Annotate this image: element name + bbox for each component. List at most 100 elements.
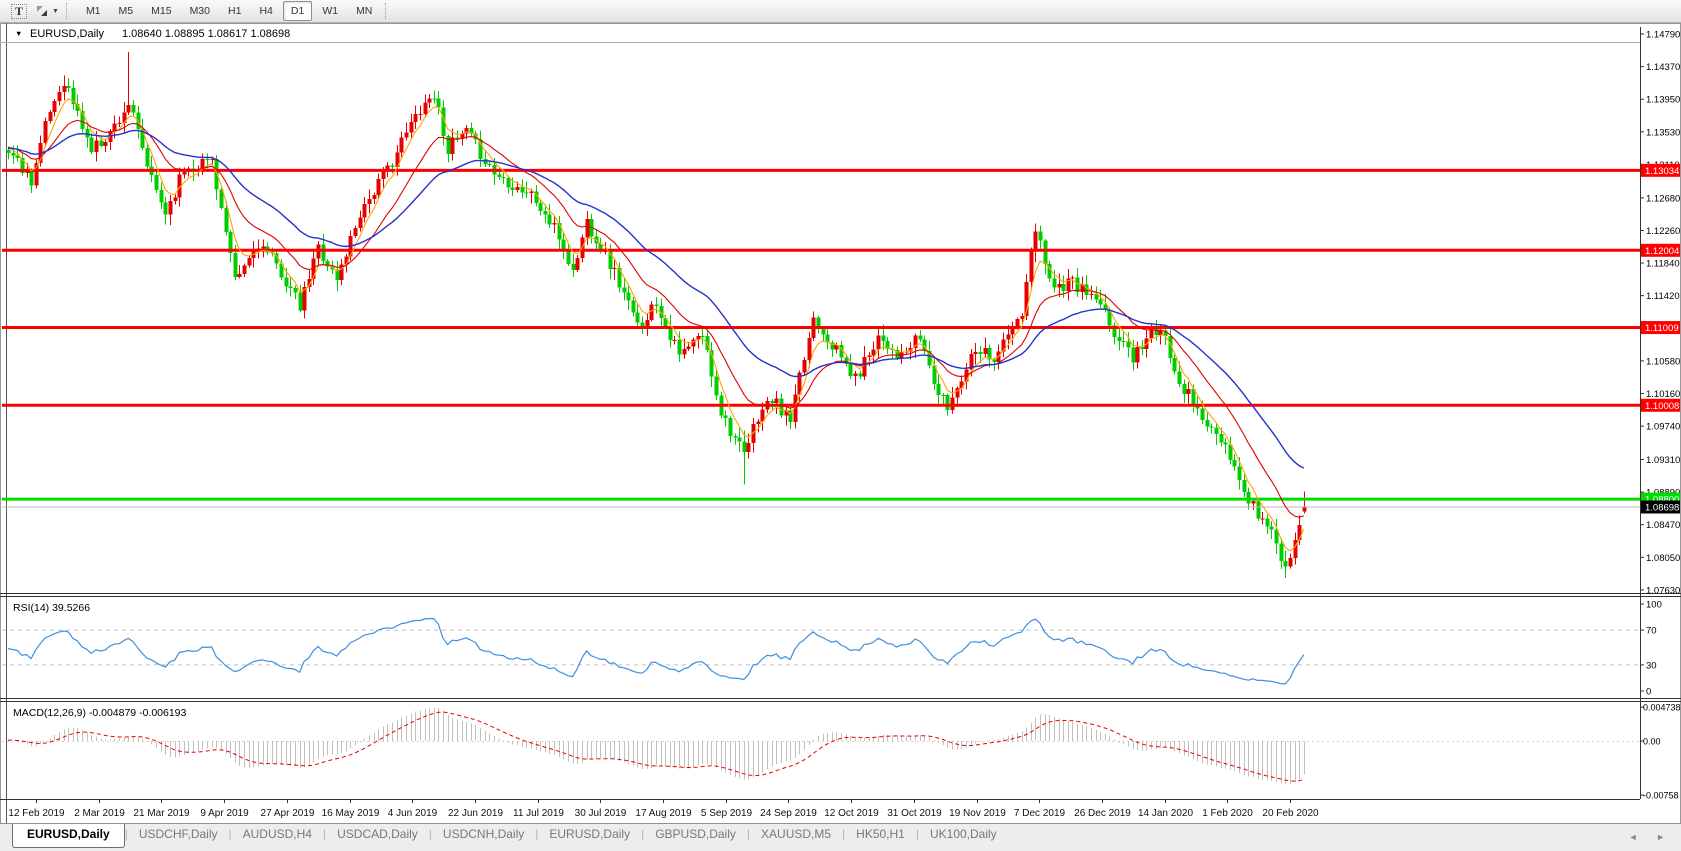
main-price-panel [2, 52, 1640, 579]
arrange-windows-button[interactable]: ▼ [34, 1, 60, 21]
toolbar-separator [65, 3, 71, 19]
tab-audusd-h4[interactable]: AUDUSD,H4 [242, 827, 312, 841]
x-axis-date-label: 22 Jun 2019 [448, 808, 503, 819]
tab-separator: | [535, 827, 539, 841]
tab-scroll-right-icon[interactable]: ► [1656, 832, 1665, 842]
timeframe-button-group: M1 M5 M15 M30 H1 H4 D1 W1 MN [77, 1, 381, 21]
timeframe-button-mn[interactable]: MN [356, 5, 373, 17]
tab-usdchf-daily[interactable]: USDCHF,Daily [138, 827, 218, 841]
rsi-axis-tick-label: 100 [1646, 600, 1662, 611]
price-level-label: 1.12004 [1645, 246, 1679, 257]
y-axis-tick-label: 1.08050 [1646, 553, 1680, 564]
rsi-axis-tick-label: 70 [1646, 626, 1657, 637]
y-axis-tick-label: 1.10160 [1646, 389, 1680, 400]
chart-tab-bar: EURUSD,Daily | USDCHF,Daily | AUDUSD,H4 | USDC… [0, 823, 1681, 851]
y-axis-tick-label: 1.10580 [1646, 356, 1680, 367]
timeframe-button-h1[interactable]: H1 [228, 5, 242, 17]
macd-axis-tick-label: 0.004738 [1643, 703, 1681, 713]
x-axis-date-label: 2 Mar 2019 [74, 808, 125, 819]
timeframe-button-m5[interactable]: M5 [118, 5, 134, 17]
x-axis-date-label: 21 Mar 2019 [133, 808, 190, 819]
timeframe-button-w1[interactable]: W1 [322, 5, 339, 17]
tab-separator: | [124, 827, 128, 841]
chart-window-frame [0, 23, 1681, 823]
toolbar-separator [385, 3, 390, 19]
price-level-label: 1.08800 [1645, 495, 1679, 506]
timeframe-button-m15[interactable]: M15 [151, 5, 172, 17]
tab-gbpusd-daily[interactable]: GBPUSD,Daily [655, 827, 736, 841]
price-level-label: 1.10008 [1645, 401, 1679, 412]
timeframe-button-d1[interactable]: D1 [282, 1, 313, 21]
rsi-axis-tick-label: 30 [1646, 660, 1657, 671]
x-axis-date-label: 27 Apr 2019 [261, 808, 315, 819]
ma-line-0 [7, 98, 1305, 552]
x-axis-date-label: 24 Sep 2019 [760, 808, 817, 819]
y-axis-tick-label: 1.14370 [1646, 62, 1680, 73]
macd-axis-tick-label: 0.00 [1643, 737, 1661, 747]
timeframe-button-m1[interactable]: M1 [85, 5, 101, 17]
tab-separator: | [428, 827, 432, 841]
axes: 1.147901.143701.139501.135301.131101.126… [8, 27, 1681, 819]
macd-axis-tick-label: -0.00758 [1643, 791, 1679, 801]
tab-separator: | [746, 827, 751, 841]
y-axis-tick-label: 1.08470 [1646, 520, 1680, 531]
y-axis-tick-label: 1.09740 [1646, 422, 1680, 433]
tab-hk50-h1[interactable]: HK50,H1 [856, 827, 905, 841]
x-axis-date-label: 12 Feb 2019 [8, 808, 65, 819]
text-label-tool-button[interactable]: T [8, 1, 30, 21]
ma-line-2 [7, 129, 1305, 469]
rsi-line [7, 617, 1305, 685]
y-axis-tick-label: 1.12680 [1646, 193, 1680, 204]
timeframe-button-m30[interactable]: M30 [189, 5, 210, 17]
candlestick-series [6, 52, 1307, 579]
x-axis-date-label: 16 May 2019 [322, 808, 380, 819]
chart-title-symbol: EURUSD,Daily [30, 28, 104, 40]
current-price-label-bg [1641, 500, 1680, 514]
price-level-label-bg [1641, 163, 1680, 177]
y-axis-tick-label: 1.07630 [1646, 585, 1680, 596]
price-level-label: 1.13034 [1645, 166, 1679, 177]
x-axis-date-label: 9 Apr 2019 [200, 808, 249, 819]
tab-separator: | [641, 827, 645, 841]
chevron-down-icon: ▼ [52, 7, 59, 15]
tab-separator: | [842, 827, 846, 841]
tab-eurusd-daily[interactable]: EURUSD,Daily [12, 824, 125, 848]
toolbar: T ▼ M1 M5 M15 M30 H1 H4 D1 W1 MN [0, 0, 1681, 23]
chart-background [0, 23, 1681, 823]
tab-eurusd-daily[interactable]: EURUSD,Daily [549, 827, 631, 841]
macd-indicator-label: MACD(12,26,9) -0.004879 -0.006193 [13, 707, 187, 719]
timeframe-button-h4[interactable]: H4 [259, 5, 273, 17]
tab-separator: | [322, 827, 327, 841]
y-axis-tick-label: 1.12260 [1646, 226, 1680, 237]
tab-uk100-daily[interactable]: UK100,Daily [929, 827, 997, 841]
tab-scroll-left-icon[interactable]: ◄ [1628, 832, 1638, 842]
chart-canvas[interactable]: 1.147901.143701.139501.135301.131101.126… [0, 23, 1681, 823]
x-axis-date-label: 19 Nov 2019 [949, 808, 1006, 819]
tab-xauusd-m5[interactable]: XAUUSD,M5 [761, 827, 832, 841]
rsi-axis-tick-label: 0 [1646, 687, 1651, 698]
ma-line-1 [7, 119, 1304, 518]
price-level-label-bg [1641, 321, 1680, 335]
x-axis-date-label: 20 Feb 2020 [1262, 808, 1319, 819]
tile-windows-icon [37, 6, 47, 16]
tab-usdcnh-daily[interactable]: USDCNH,Daily [442, 827, 525, 841]
x-axis-date-label: 7 Dec 2019 [1014, 808, 1066, 819]
macd-panel [2, 707, 1640, 785]
price-level-label-bg [1641, 398, 1680, 412]
x-axis-date-label: 4 Jun 2019 [388, 808, 438, 819]
y-axis-tick-label: 1.14790 [1646, 30, 1680, 41]
tab-separator: | [915, 827, 919, 841]
price-level-label: 1.11009 [1645, 323, 1679, 334]
chart-collapse-icon[interactable]: ▼ [15, 29, 22, 38]
tab-usdcad-daily[interactable]: USDCAD,Daily [337, 827, 418, 841]
x-axis-date-label: 26 Dec 2019 [1074, 808, 1131, 819]
y-axis-tick-label: 1.11420 [1646, 291, 1680, 302]
x-axis-date-label: 12 Oct 2019 [824, 808, 879, 819]
chart-tabs: EURUSD,Daily | USDCHF,Daily | AUDUSD,H4 | USDC… [12, 824, 1008, 848]
x-axis-date-label: 14 Jan 2020 [1138, 808, 1193, 819]
y-axis-tick-label: 1.11840 [1646, 259, 1680, 270]
x-axis-date-label: 30 Jul 2019 [575, 808, 627, 819]
tab-separator: | [228, 827, 232, 841]
rsi-indicator-label: RSI(14) 39.5266 [13, 602, 90, 614]
